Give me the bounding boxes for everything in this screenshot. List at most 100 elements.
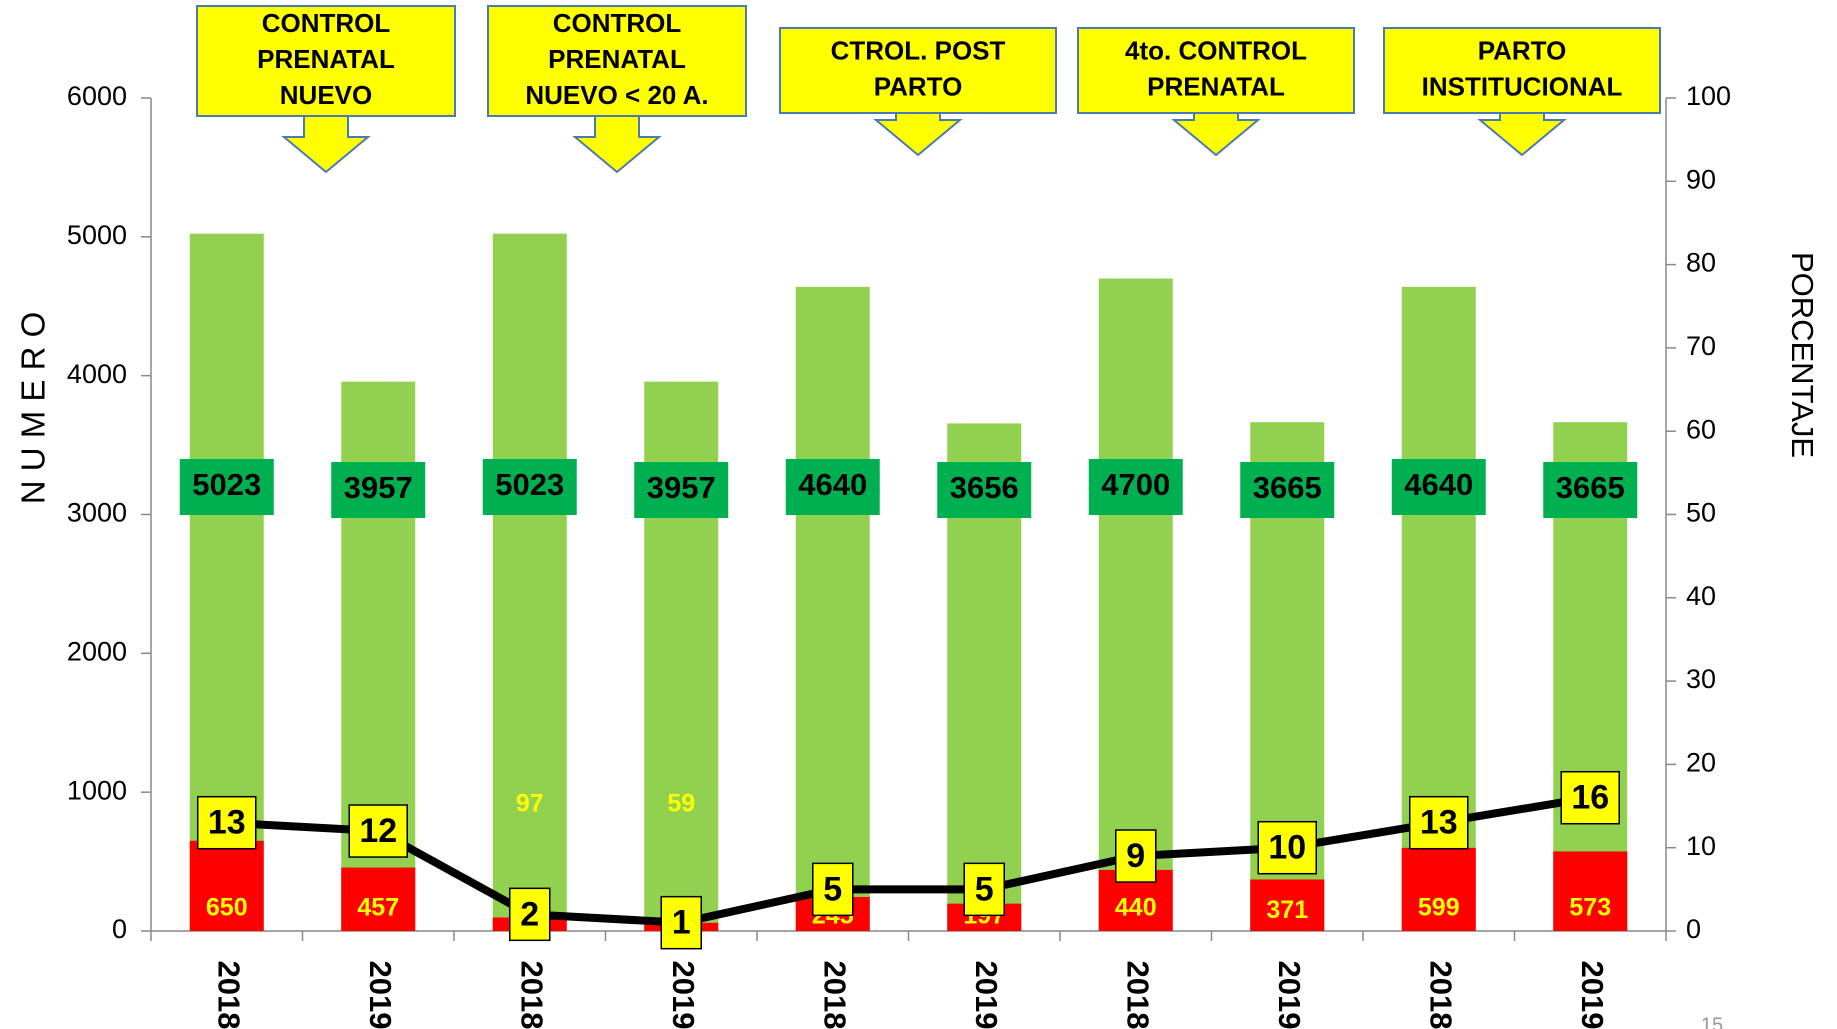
value-label-box [1240, 462, 1335, 518]
page-number: 15 [1701, 1014, 1723, 1029]
line-label: 16 [1571, 779, 1609, 817]
value-label: 599 [1418, 894, 1460, 922]
value-label: 3957 [647, 470, 716, 505]
line-label-box [197, 795, 257, 850]
value-label: 5023 [495, 467, 564, 502]
line-label: 5 [823, 870, 842, 908]
line-label-box [660, 895, 702, 950]
y2-tick-label: 70 [1686, 331, 1716, 361]
y-tick-label: 5000 [67, 220, 127, 250]
callout-label: 4to. CONTROL [1125, 35, 1307, 65]
line-label: 9 [1126, 837, 1145, 875]
bar [492, 233, 567, 932]
line-label: 2 [520, 895, 539, 933]
value-label: 59 [667, 790, 695, 818]
value-label: 5023 [192, 467, 261, 502]
x-tick-label: 2019 [666, 961, 701, 1029]
value-label-box [1543, 462, 1638, 518]
line-label: 1 [672, 904, 691, 942]
y2-tick-label: 30 [1686, 664, 1716, 694]
x-tick-label: 2019 [1575, 961, 1610, 1029]
x-tick-label: 2018 [515, 961, 550, 1029]
callout-label: CTROL. POST [831, 35, 1006, 65]
y2-tick-label: 40 [1686, 581, 1716, 611]
y2-axis-label: PORCENTAJE [1785, 252, 1820, 458]
y-axis-label: N U M E R O [15, 312, 52, 505]
x-tick-label: 2018 [212, 961, 247, 1029]
bar [1250, 879, 1325, 931]
value-label: 3665 [1556, 470, 1625, 505]
callout-label: PARTO [874, 71, 963, 101]
x-tick-label: 2018 [1121, 961, 1156, 1029]
value-label-box [331, 462, 426, 518]
y-tick-label: 1000 [67, 775, 127, 805]
callout-box [487, 5, 747, 117]
line-label-box [1409, 795, 1469, 850]
bar [1553, 851, 1628, 931]
line-label: 13 [208, 804, 246, 842]
y-tick-label: 4000 [67, 359, 127, 389]
x-tick-label: 2018 [818, 961, 853, 1029]
y2-tick-label: 60 [1686, 414, 1716, 444]
x-tick-label: 2019 [1272, 961, 1307, 1029]
callout-label: PARTO [1478, 35, 1567, 65]
bar [341, 867, 416, 931]
line-label-box [812, 862, 854, 917]
line-label-box [963, 862, 1005, 917]
callout-arrow [1477, 111, 1567, 157]
value-label-box [785, 459, 880, 515]
line-label-box [348, 804, 408, 858]
line-label-box [509, 887, 551, 942]
callout-label: CONTROL [262, 8, 391, 38]
callout-box [196, 5, 456, 117]
callout-label: NUEVO < 20 A. [525, 80, 708, 110]
y2-tick-label: 20 [1686, 748, 1716, 778]
value-label: 3957 [344, 470, 413, 505]
line-label: 13 [1420, 804, 1458, 842]
value-label: 4640 [1404, 467, 1473, 502]
callout-label: INSTITUCIONAL [1422, 71, 1623, 101]
value-label: 4640 [798, 467, 867, 502]
callout-label: PRENATAL [1147, 71, 1285, 101]
bar [1098, 278, 1173, 931]
y2-tick-label: 0 [1686, 914, 1701, 944]
y2-tick-label: 90 [1686, 164, 1716, 194]
line-label-box [1115, 829, 1157, 883]
y-tick-label: 2000 [67, 636, 127, 666]
callout-box [1383, 27, 1661, 114]
line-label: 10 [1268, 829, 1306, 867]
bar [1401, 847, 1476, 931]
y2-tick-label: 100 [1686, 81, 1731, 111]
bar [795, 286, 870, 931]
value-label: 573 [1569, 894, 1611, 922]
value-label-box [634, 462, 729, 518]
value-label-box [1391, 459, 1486, 515]
y2-tick-label: 80 [1686, 248, 1716, 278]
value-label: 371 [1266, 896, 1308, 924]
x-tick-label: 2019 [363, 961, 398, 1029]
line-label-box [1560, 770, 1620, 825]
y-tick-label: 3000 [67, 498, 127, 528]
y2-tick-label: 10 [1686, 831, 1716, 861]
y2-tick-label: 50 [1686, 498, 1716, 528]
callout-box [1077, 27, 1355, 114]
value-label: 457 [357, 894, 399, 922]
callout-label: CONTROL [553, 8, 682, 38]
value-label-box [1088, 459, 1183, 515]
value-label: 3656 [950, 470, 1019, 505]
value-label-box [179, 459, 274, 515]
value-label: 4700 [1101, 467, 1170, 502]
bar [189, 840, 264, 931]
callout-arrow [1171, 111, 1261, 157]
line-label: 5 [975, 870, 994, 908]
callout-label: NUEVO [280, 80, 372, 110]
value-label: 440 [1115, 894, 1157, 922]
line-label: 12 [359, 812, 397, 850]
value-label: 97 [516, 790, 544, 818]
line-label-box [1257, 820, 1317, 875]
value-label: 650 [206, 894, 248, 922]
y-tick-label: 0 [112, 914, 127, 944]
callout-label: PRENATAL [548, 44, 686, 74]
x-tick-label: 2019 [969, 961, 1004, 1029]
